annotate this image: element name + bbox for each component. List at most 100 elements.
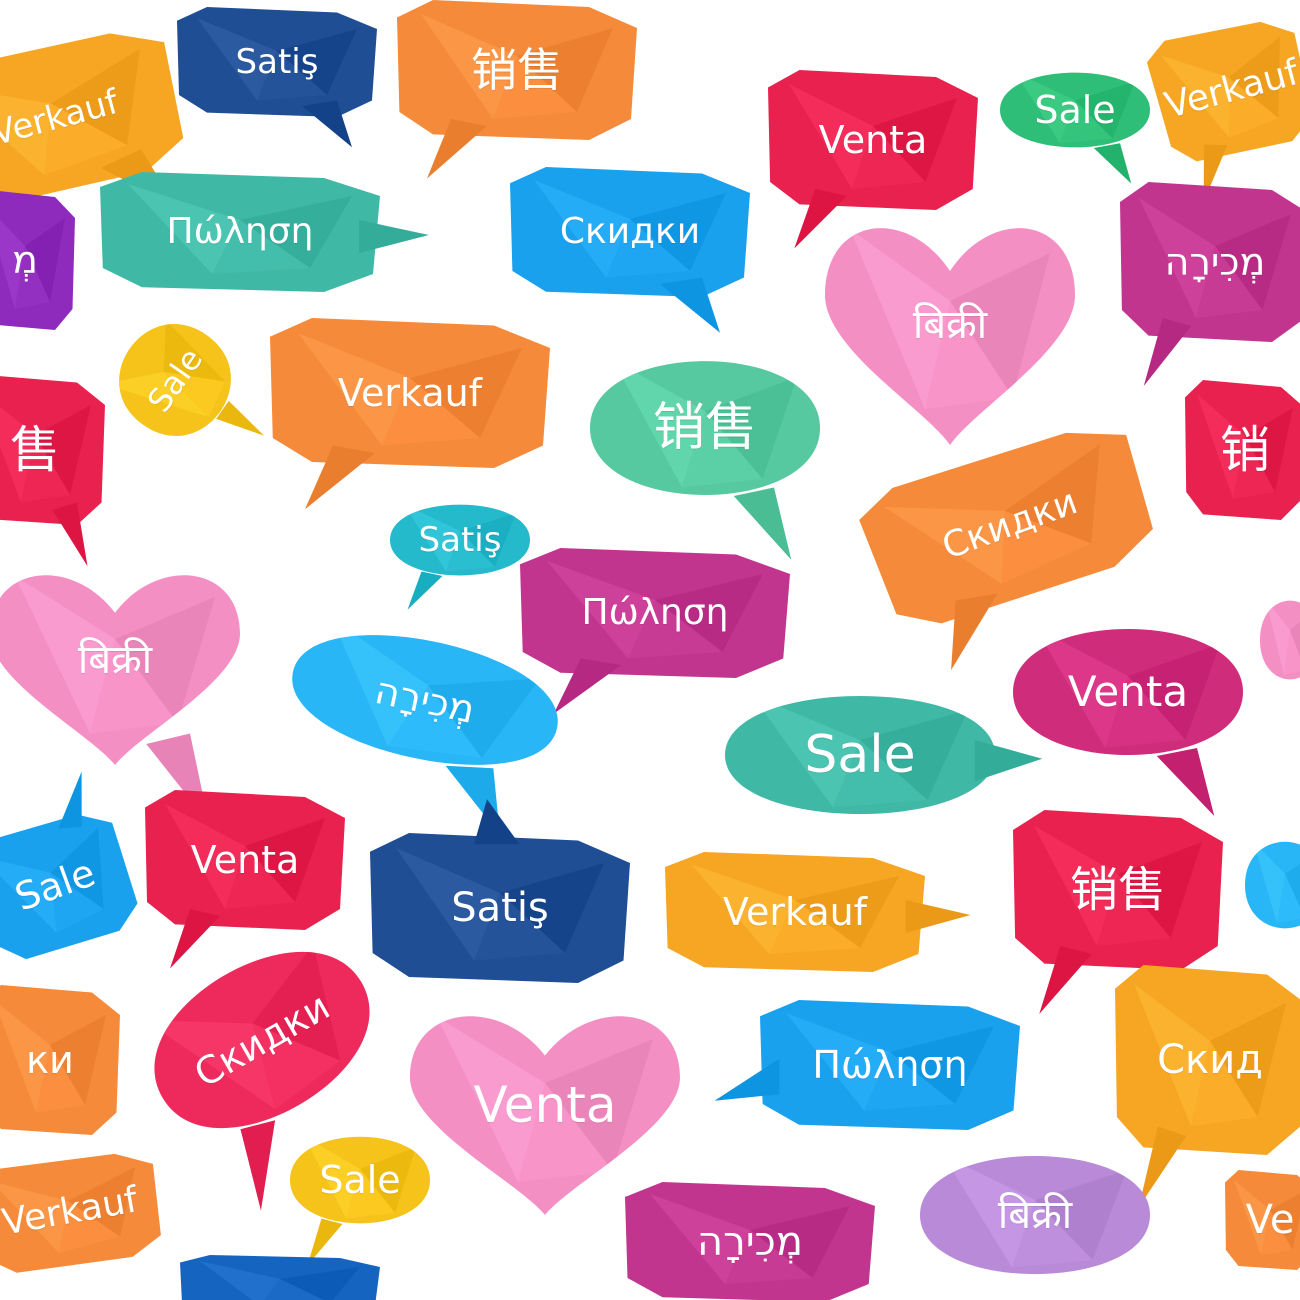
bubble-blue-bottom — [180, 1255, 380, 1300]
bubble-russian-top — [510, 167, 750, 333]
bubble-facet — [547, 561, 655, 659]
bubble-facet — [852, 126, 926, 189]
bubble-facet — [628, 600, 723, 659]
bubble-facet — [298, 333, 410, 446]
bubble-facet — [850, 229, 950, 409]
bubble-facet — [682, 411, 763, 488]
bubble-venta-red — [145, 790, 345, 969]
bubble-facet — [500, 863, 604, 953]
bubble-facet — [1270, 1190, 1300, 1250]
bubble-satis-small — [390, 504, 530, 610]
bubble-satis-navy — [370, 799, 630, 983]
bubble-russian-right — [1115, 965, 1300, 1208]
bubble-facet — [50, 827, 104, 909]
bubble-facet — [943, 1155, 1035, 1268]
bubble-facet — [1105, 676, 1186, 748]
bubble-facet — [725, 1230, 813, 1284]
bubble-facet — [260, 1279, 330, 1300]
bubble-facet — [1290, 610, 1300, 670]
bubble-tail — [1093, 143, 1132, 184]
bubble-facet — [446, 531, 495, 572]
bubble-facet — [1228, 77, 1279, 138]
bubble-facet — [1097, 874, 1171, 946]
bubble-sale-top — [1000, 72, 1150, 184]
bubble-facet — [421, 14, 517, 119]
bubble-facet — [795, 876, 899, 948]
bubble-facet — [545, 1039, 653, 1171]
bubble-facet — [613, 361, 705, 488]
bubble-facet — [51, 48, 140, 146]
bubble-hebrew-left — [0, 191, 75, 330]
bubble-sale-mint — [725, 695, 1043, 815]
bubble-facet — [1036, 629, 1128, 748]
bubble-pink-edge — [1260, 600, 1300, 680]
bubble-facet — [493, 56, 577, 119]
bubble-venta-pink — [410, 1016, 680, 1215]
bubble-facet — [257, 51, 327, 101]
bubble-facet — [68, 1166, 136, 1237]
bubble-hindi-top — [825, 228, 1075, 446]
bubble-tail — [733, 487, 792, 560]
bubble-facet — [1139, 198, 1215, 318]
bubble-facet — [50, 872, 104, 933]
bubble-facet — [0, 85, 52, 176]
bubble-facet — [752, 695, 860, 808]
bubble-facet — [833, 740, 928, 808]
bubble-facet — [240, 196, 352, 268]
bubble-venta-right — [1013, 629, 1243, 816]
bubble-satis-top — [177, 7, 377, 148]
bubble-tail — [302, 100, 352, 148]
bubble-facet — [1134, 984, 1210, 1127]
bubble-ve-bottomright — [1225, 1170, 1300, 1270]
bubble-facet — [44, 103, 128, 176]
bubble-tail — [305, 445, 375, 510]
bubble-chinese-middle — [590, 361, 820, 560]
bubble-facet — [90, 639, 178, 734]
bubble-sky-edge — [1245, 841, 1300, 929]
bubble-russian-red — [144, 944, 370, 1211]
bubble-facet — [1245, 408, 1293, 492]
bubble-tail — [407, 571, 443, 610]
bubble-facet — [15, 246, 50, 309]
bubble-facet — [1197, 394, 1245, 499]
bubble-facet — [115, 597, 215, 723]
bubble-greek-top — [100, 172, 429, 292]
bubble-facet — [1015, 72, 1075, 144]
bubble-sale-yellow — [103, 319, 265, 437]
bubble-facet — [1075, 81, 1135, 139]
bubble-chinese-top — [397, 0, 637, 179]
bubble-verkauf-lower — [665, 852, 971, 972]
bubble-facet — [1228, 36, 1280, 118]
bubble-facet — [655, 574, 763, 652]
bubble-facet — [437, 1017, 545, 1182]
bubble-tail — [1143, 318, 1192, 386]
bubble-facet — [750, 1206, 850, 1278]
bubble-facet — [1196, 246, 1263, 318]
bubble-tail — [58, 771, 82, 829]
bubble-hindi-left — [0, 575, 240, 823]
bubble-verkauf-topleft — [0, 33, 184, 208]
bubble-facet — [1060, 100, 1113, 144]
bubble-facet — [428, 678, 540, 759]
bubble-tail — [1156, 748, 1215, 816]
bubble-facet — [1001, 510, 1092, 584]
bubble-facet — [396, 848, 500, 961]
bubble-facet — [1191, 1041, 1258, 1127]
bubble-tail — [216, 400, 265, 436]
bubble-facet — [225, 846, 295, 909]
bubble-facet — [474, 893, 565, 961]
bubble-tail — [170, 909, 220, 969]
bubble-facet — [0, 204, 25, 309]
bubble-facet — [382, 378, 480, 446]
bubble-facet — [518, 1083, 613, 1182]
bubble-hindi-bottom — [920, 1155, 1150, 1275]
bubble-facet — [705, 377, 797, 479]
bubble-facet — [950, 253, 1050, 397]
bubble-facet — [1285, 852, 1300, 918]
bubble-facet — [789, 84, 873, 189]
bubble-facet — [0, 390, 35, 503]
bubble-facet — [410, 348, 522, 438]
bubble-facet — [534, 180, 630, 278]
bubble-tail — [240, 1120, 276, 1211]
bubble-tail — [359, 220, 429, 253]
